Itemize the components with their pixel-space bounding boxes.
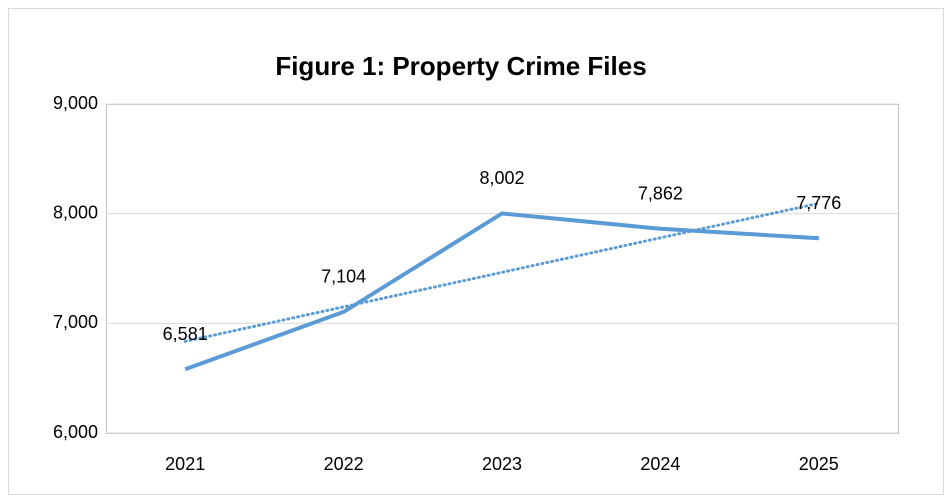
x-tick-label: 2025 [799,454,839,474]
data-label: 7,776 [796,193,841,213]
trendline [183,201,821,343]
data-label: 7,862 [638,184,683,204]
y-tick-label: 7,000 [53,312,98,332]
y-tick-label: 8,000 [53,202,98,222]
x-tick-label: 2021 [165,454,205,474]
x-tick-label: 2022 [324,454,364,474]
chart-border [8,8,944,495]
x-tick-label: 2023 [482,454,522,474]
data-label: 6,581 [163,324,208,344]
data-label: 8,002 [479,168,524,188]
data-label: 7,104 [321,267,366,287]
x-tick-label: 2024 [640,454,680,474]
y-tick-label: 6,000 [53,422,98,442]
data-line [184,211,819,372]
y-tick-label: 9,000 [53,93,98,113]
chart-title: Figure 1: Property Crime Files [275,51,646,81]
